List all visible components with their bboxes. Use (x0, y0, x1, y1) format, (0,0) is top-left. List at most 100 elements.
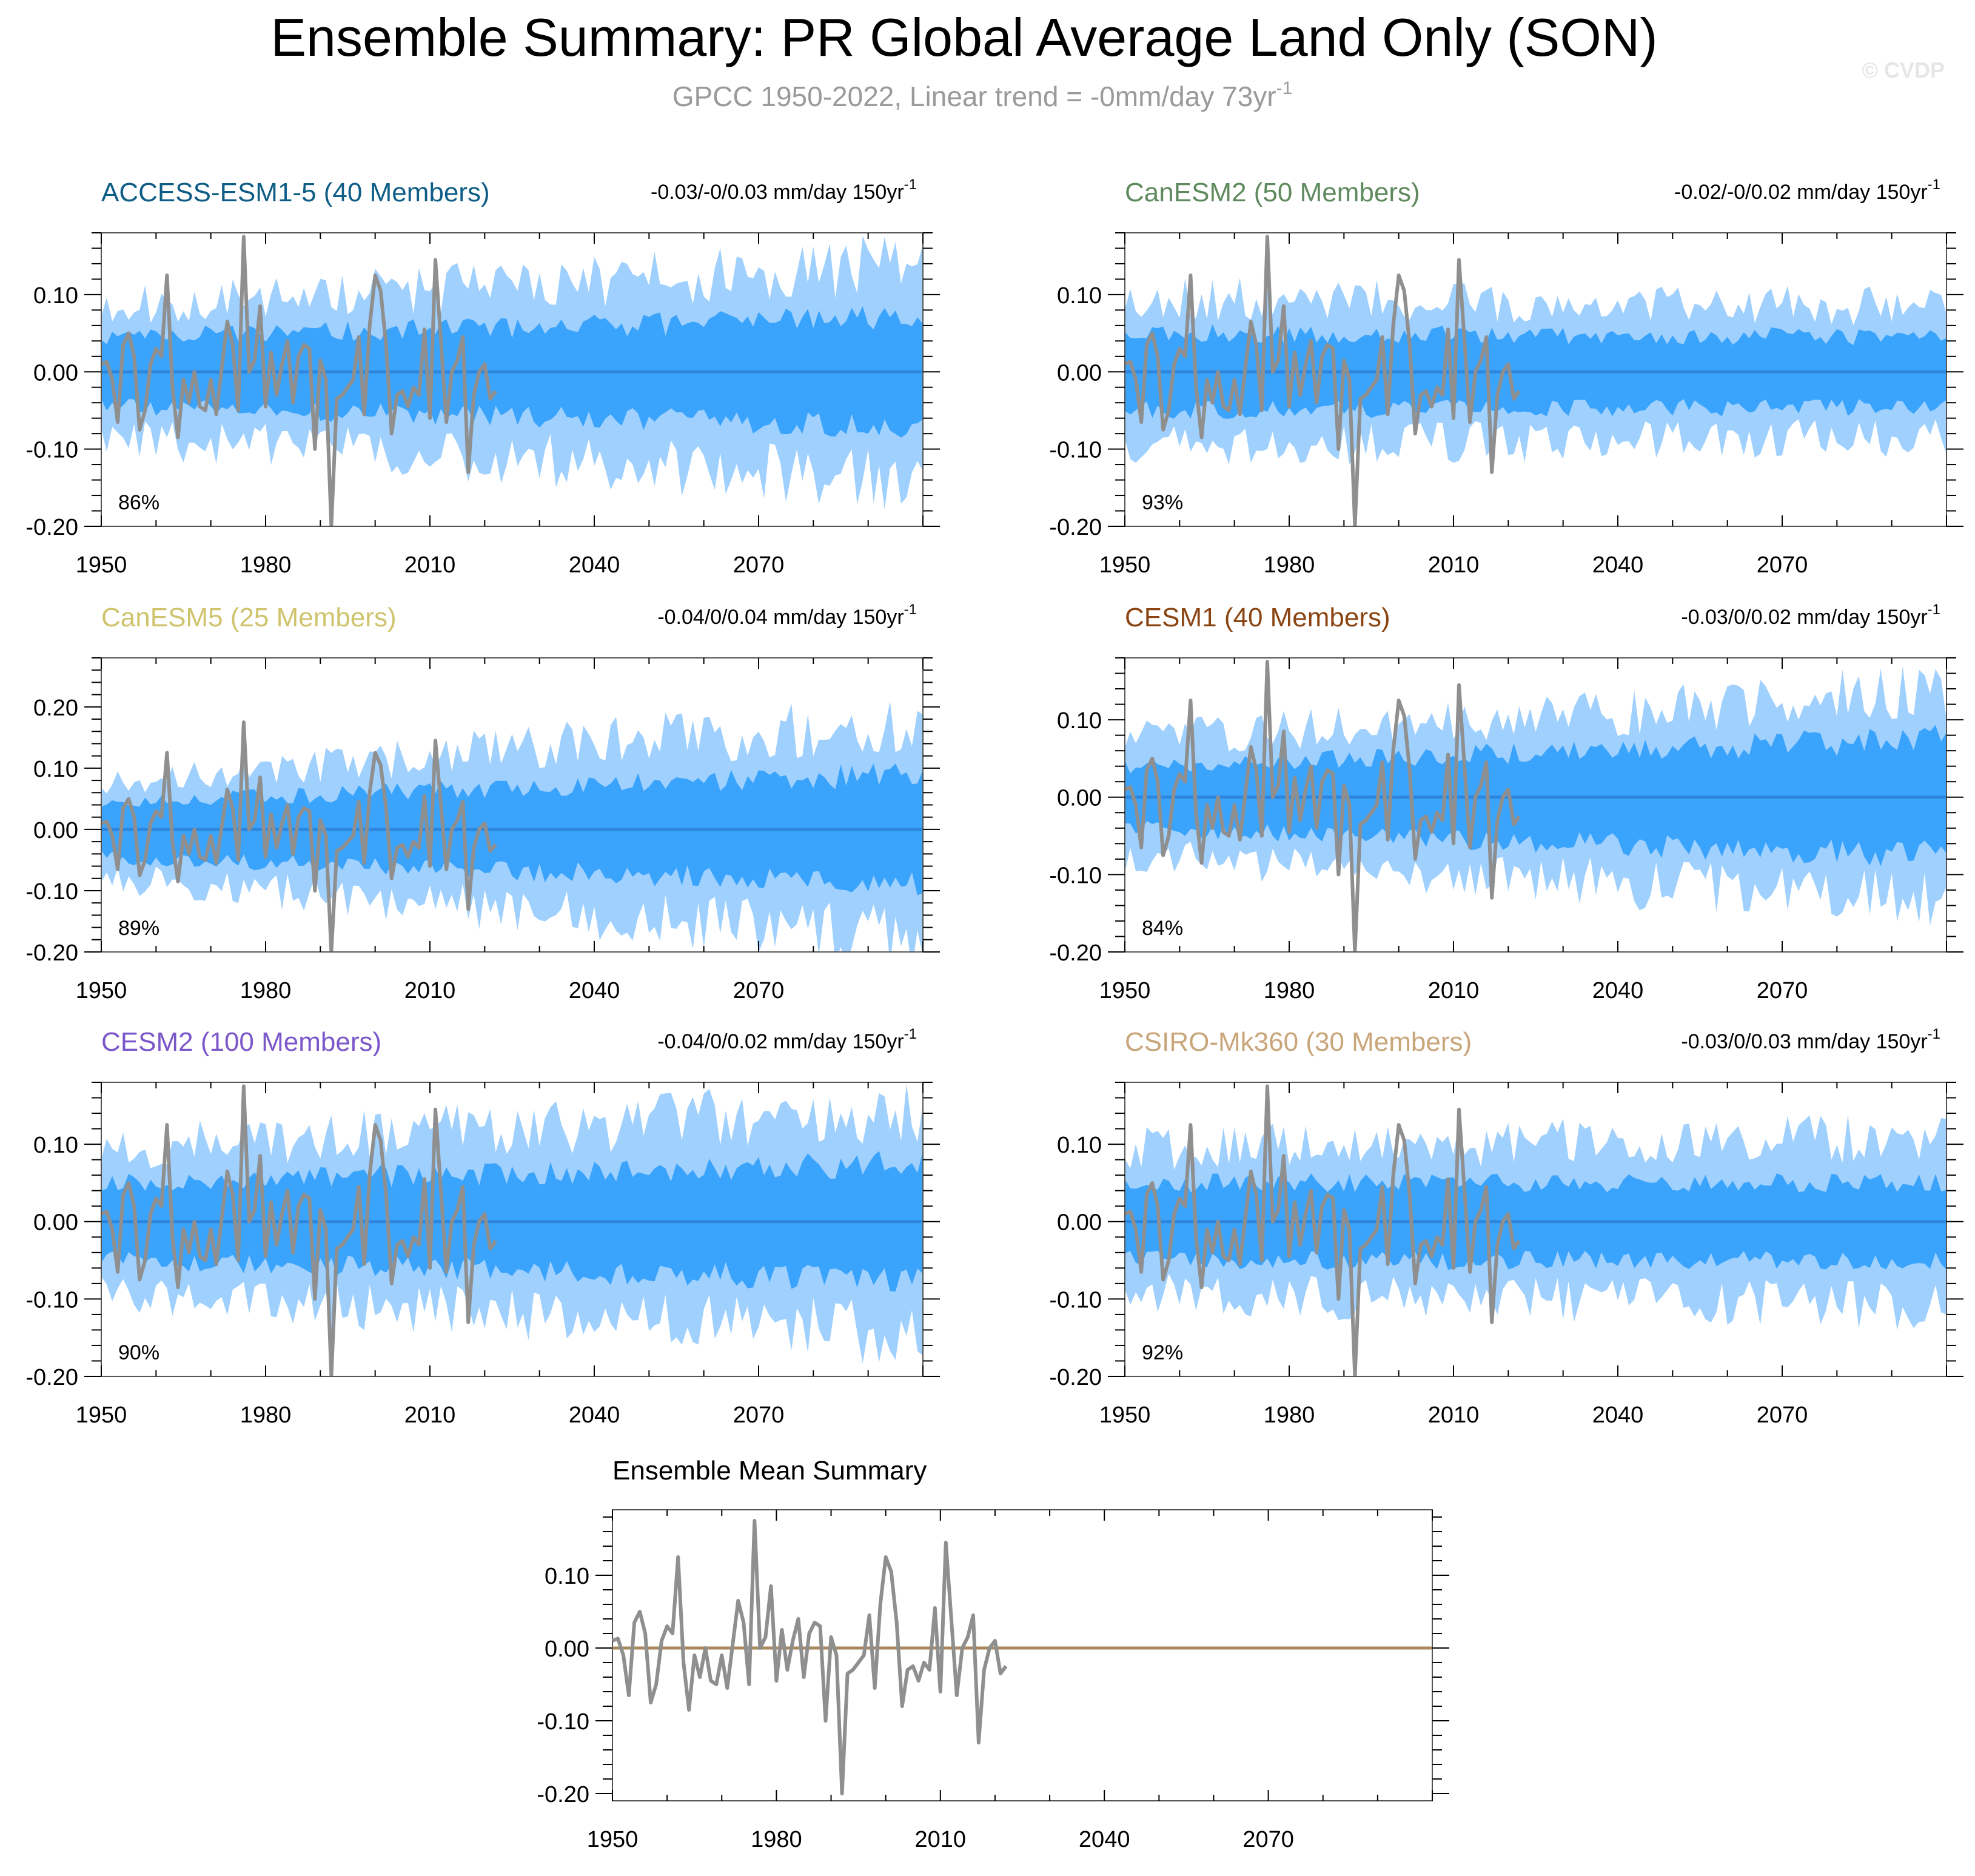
x-tick-label: 1950 (587, 1827, 639, 1852)
x-tick-label: 1980 (240, 552, 292, 578)
y-tick-label: -0.20 (25, 1365, 78, 1390)
y-tick-label: 0.00 (1057, 360, 1102, 386)
panel-access-ems1-5-axes: 0.10 0.00 -0.10 -0.20 1950 1980 2010 2040 2070 (25, 232, 940, 578)
x-tick-label: 2010 (404, 1402, 456, 1428)
panel-canesm5-observed-series (101, 720, 497, 952)
x-tick-label: 2010 (404, 978, 456, 1003)
observed-line (1125, 1084, 1521, 1376)
observed-line (101, 720, 497, 952)
x-tick-label: 2010 (404, 552, 456, 578)
panel-cesm1-plot-area (1125, 660, 1946, 952)
panel-csiro-mk360-observed-series (1125, 1084, 1521, 1376)
x-tick-label: 1950 (76, 552, 127, 578)
trend-superscript: -1 (1928, 1026, 1940, 1042)
observed-line (101, 1084, 497, 1376)
panel-csiro-mk360-axes: 0.10 0.00 -0.10 -0.20 1950 1980 2010 2040 2070 (1049, 1082, 1963, 1428)
panel-canesm5-title: CanESM5 (25 Members) (101, 603, 397, 632)
panel-cesm1-title: CESM1 (40 Members) (1125, 603, 1390, 632)
panel-cesm1-observed-series (1125, 660, 1521, 952)
panel-canesm2-title: CanESM2 (50 Members) (1125, 178, 1420, 207)
x-tick-label: 2070 (1757, 978, 1808, 1003)
trend-superscript: -1 (1928, 176, 1940, 193)
y-tick-label: 0.20 (33, 695, 78, 721)
y-tick-label: 0.10 (1057, 283, 1102, 309)
x-tick-label: 2070 (1757, 1402, 1808, 1428)
summary-observed-series (611, 1519, 1008, 1795)
trend-value: -0.03/0/0.02 mm/day 150yr (1681, 606, 1927, 629)
panel-canesm2-percent-label: 93% (1142, 491, 1183, 514)
trend-superscript: -1 (1928, 601, 1940, 618)
panel-cesm1-trend-text: -0.03/0/0.02 mm/day 150yr-1 (1681, 601, 1940, 629)
panel-canesm5-axes: 0.20 0.10 0.00 -0.10 -0.20 1950 1980 2010 2040 20… (25, 657, 940, 1003)
panel-cesm2-axes: 0.10 0.00 -0.10 -0.20 1950 1980 2010 2040 2070 (25, 1082, 940, 1428)
panel-cesm2-percent-label: 90% (118, 1341, 159, 1364)
panel-csiro-mk360-percent-label: 92% (1142, 1341, 1183, 1364)
panel-canesm2-plot-area (1125, 235, 1946, 526)
x-tick-label: 1950 (1099, 552, 1151, 578)
panel-canesm5: CanESM5 (25 Members) -0.04/0/0.04 mm/day … (101, 601, 924, 953)
y-tick-label: -0.20 (1049, 515, 1102, 540)
observed-line (101, 235, 497, 526)
y-tick-label: -0.20 (25, 940, 78, 966)
subtitle-text: GPCC 1950-2022, Linear trend = -0mm/day … (672, 81, 1276, 112)
panel-cesm1-frame (1124, 657, 1947, 953)
subtitle-superscript: -1 (1276, 78, 1293, 98)
y-tick-label: 0.00 (1057, 786, 1102, 811)
trend-value: -0.04/0/0.04 mm/day 150yr (657, 606, 904, 629)
trend-superscript: -1 (904, 176, 917, 193)
x-tick-label: 2040 (1079, 1827, 1130, 1852)
y-tick-label: 0.10 (1057, 708, 1102, 734)
watermark: © CVDP (1862, 58, 1945, 82)
trend-superscript: -1 (904, 601, 917, 618)
summary-title: Ensemble Mean Summary (612, 1456, 927, 1486)
x-tick-label: 1980 (1264, 978, 1315, 1003)
panel-ensemble-mean-summary: Ensemble Mean Summary (611, 1456, 1433, 1801)
y-tick-label: -0.20 (1049, 940, 1102, 966)
x-tick-label: 2070 (733, 1402, 785, 1428)
y-tick-label: 0.00 (1057, 1210, 1102, 1236)
panel-csiro-mk360-title: CSIRO-Mk360 (30 Members) (1125, 1027, 1472, 1057)
observed-line (1125, 660, 1521, 952)
y-tick-label: 0.00 (33, 360, 78, 386)
summary-frame (612, 1509, 1433, 1801)
x-tick-label: 1950 (1099, 1402, 1151, 1428)
panel-access-ems1-5-trend-text: -0.03/-0/0.03 mm/day 150yr-1 (651, 176, 917, 204)
y-tick-label: -0.10 (1049, 438, 1102, 463)
y-tick-label: -0.10 (537, 1709, 589, 1735)
panel-cesm2-observed-series (101, 1084, 497, 1376)
panel-cesm2-trend-text: -0.04/0/0.02 mm/day 150yr-1 (657, 1026, 917, 1053)
y-tick-label: 0.00 (33, 818, 78, 843)
y-tick-label: 0.00 (33, 1210, 78, 1236)
y-tick-label: -0.10 (25, 438, 78, 463)
panel-cesm1: CESM1 (40 Members) -0.03/0/0.02 mm/day 15… (1124, 601, 1947, 953)
y-tick-label: -0.20 (1049, 1365, 1102, 1390)
y-tick-label: 0.10 (1057, 1133, 1102, 1158)
x-tick-label: 1980 (240, 1402, 292, 1428)
x-tick-label: 2040 (569, 552, 620, 578)
panel-cesm1-percent-label: 84% (1142, 917, 1183, 940)
panel-access-ems1-5-percent-label: 86% (118, 491, 159, 514)
panel-access-ems1-5-frame (101, 232, 924, 527)
panel-access-ems1-5-plot-area (101, 235, 923, 526)
x-tick-label: 2040 (569, 1402, 620, 1428)
x-tick-label: 1950 (76, 1402, 127, 1428)
y-tick-label: -0.10 (25, 879, 78, 905)
figure-title: Ensemble Summary: PR Global Average Land… (270, 7, 1657, 67)
y-tick-label: -0.20 (537, 1782, 589, 1807)
x-tick-label: 2040 (569, 978, 620, 1003)
panel-canesm2-frame (1124, 232, 1947, 527)
y-tick-label: 0.00 (545, 1636, 589, 1662)
x-tick-label: 2040 (1592, 978, 1644, 1003)
x-tick-label: 1980 (1264, 1402, 1315, 1428)
observed-line (611, 1519, 1008, 1795)
panel-access-ems1-5-title: ACCESS-ESM1-5 (40 Members) (101, 178, 490, 207)
y-tick-label: 0.10 (33, 757, 78, 782)
panel-canesm2-axes: 0.10 0.00 -0.10 -0.20 1950 1980 2010 2040 2070 (1049, 232, 1963, 578)
x-tick-label: 2070 (733, 978, 785, 1003)
x-tick-label: 2010 (915, 1827, 967, 1852)
summary-axes: 0.10 0.00 -0.10 -0.20 1950 1980 2010 2040 2070 (537, 1510, 1449, 1852)
x-tick-label: 1950 (76, 978, 127, 1003)
panel-canesm2-observed-series (1125, 235, 1521, 526)
y-tick-label: 0.10 (545, 1564, 589, 1589)
x-tick-label: 2010 (1428, 1402, 1480, 1428)
